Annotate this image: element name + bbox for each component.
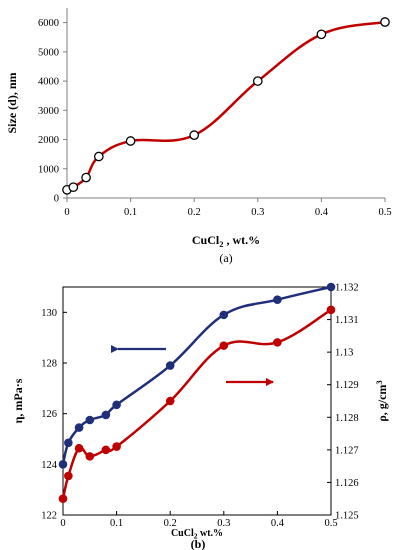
chart-b-x-tick-label: 0.4: [271, 518, 285, 529]
chart-b-density-point: [85, 452, 95, 461]
chart-b-x-ticks: 0 0.1 0.2 0.3 0.4 0.5: [60, 511, 338, 529]
chart-a-xlabel-main: CuCl: [192, 233, 220, 247]
chart-b-density-point: [58, 494, 68, 504]
chart-b-xlabel: CuCl2 wt.%: [171, 528, 223, 541]
chart-a-point: [316, 29, 327, 40]
chart-b-left-y-tick-label: 126: [41, 409, 57, 420]
chart-b-viscosity-point: [101, 410, 111, 420]
chart-a-xlabel-tail: , wt.%: [223, 233, 260, 247]
chart-a-xlabel-sub: 2: [219, 239, 223, 249]
chart-a-point: [380, 17, 390, 27]
chart-a-x-tick-label: 0: [64, 207, 69, 218]
chart-b-right-y-ticks: 1.125 1.126 1.127 1.128 1.129 1.13 1.131 1.132: [327, 283, 359, 522]
chart-b-right-y-tick-label: 1.125: [335, 511, 359, 522]
chart-b-x-tick-label: 0.1: [110, 518, 123, 529]
chart-b-density-point: [273, 338, 282, 347]
chart-a-x-tick-label: 0.3: [251, 207, 264, 218]
chart-b-xlabel-sub: 2: [194, 532, 198, 541]
chart-a-points: [62, 17, 390, 195]
chart-b-left-y-tick-label: 128: [41, 359, 57, 370]
chart-b-right-ylabel: ρ, g/cm3: [374, 380, 389, 421]
chart-b-x-tick-label: 0.5: [324, 518, 337, 529]
chart-a-x-tick-label: 0.5: [378, 207, 391, 218]
chart-a-point: [125, 136, 136, 146]
chart-b-viscosity-point: [112, 400, 121, 410]
chart-b-right-y-tick-label: 1.13: [335, 348, 353, 359]
chart-a-y-tick-label: 4000: [38, 77, 59, 88]
chart-a-x-ticks: 0 0.1 0.2 0.3 0.4 0.5: [64, 198, 392, 218]
chart-b-left-y-tick-label: 124: [41, 460, 58, 471]
chart-b-density-point: [219, 341, 229, 350]
chart-a-panel-label: (a): [219, 251, 232, 265]
chart-a-x-tick-label: 0.2: [188, 207, 201, 218]
chart-b-right-y-tick-label: 1.131: [335, 315, 359, 326]
chart-b-viscosity-point: [74, 423, 84, 432]
chart-b-viscosity-point: [273, 295, 282, 304]
chart-a-x-tick-label: 0.4: [315, 207, 329, 218]
chart-a-series-line: [66, 20, 386, 191]
chart-b-x-tick-label: 0: [60, 518, 65, 529]
chart-b-viscosity-points: [58, 282, 336, 469]
chart-a-y-tick-label: 1000: [38, 164, 59, 175]
chart-b-density-point: [74, 443, 84, 453]
chart-b-density-point: [326, 305, 336, 315]
chart-b-left-ylabel: η, mPa·s: [11, 378, 25, 423]
chart-b-x-tick-label: 0.2: [164, 518, 177, 529]
chart-a-y-tick-label: 2000: [38, 135, 59, 146]
chart-b-viscosity-point: [64, 438, 73, 448]
chart-a-ylabel: Size (d), nm: [5, 73, 19, 134]
chart-b-xlabel-tail: wt.%: [197, 528, 223, 539]
chart-b-right-y-tick-label: 1.129: [335, 380, 359, 391]
chart-b-right-ylabel-sup: 3: [374, 380, 384, 384]
chart-b-density-point: [101, 445, 111, 455]
chart-a-axes: [66, 8, 385, 199]
chart-b-density-point: [112, 442, 121, 451]
chart-b-panel-label: (b): [191, 537, 206, 550]
chart-a-point: [189, 130, 200, 141]
chart-a-y-tick-label: 5000: [38, 47, 59, 58]
chart-b-viscosity-point: [85, 415, 95, 425]
chart-b-density-point: [165, 396, 175, 406]
chart-a-y-ticks: 0 1000 2000 3000 4000 5000 6000: [38, 18, 67, 205]
chart-a-xlabel: CuCl2 , wt.%: [192, 233, 260, 249]
chart-b-left-y-tick-label: 130: [41, 308, 57, 319]
chart-a-y-tick-label: 3000: [38, 106, 59, 117]
chart-b-viscosity-point: [219, 310, 229, 320]
chart-b-right-y-tick-label: 1.132: [335, 283, 359, 294]
chart-a-point: [93, 151, 104, 162]
chart-a-point: [81, 172, 91, 183]
chart-b-viscosity-point: [58, 460, 68, 469]
chart-b-left-y-tick-label: 122: [41, 511, 57, 522]
chart-b-right-ylabel-main: ρ, g/cm: [375, 385, 389, 422]
chart-b-right-y-tick-label: 1.127: [335, 445, 359, 456]
chart-a-y-tick-label: 0: [54, 194, 59, 205]
chart-b-x-tick-label: 0.3: [217, 518, 230, 529]
chart-b-density-points: [58, 305, 336, 504]
chart-a-y-tick-label: 6000: [38, 18, 59, 29]
chart-b-xlabel-main: CuCl: [171, 528, 194, 539]
chart-b-right-y-tick-label: 1.128: [335, 413, 359, 424]
chart-b-density-point: [64, 471, 73, 481]
chart-b-plot-frame: [62, 286, 332, 516]
chart-b-viscosity-point: [165, 361, 175, 370]
chart-b-right-y-tick-label: 1.126: [335, 478, 359, 489]
chart-a-x-tick-label: 0.1: [124, 207, 137, 218]
chart-a-point: [252, 76, 263, 86]
chart-b-viscosity-line: [61, 285, 332, 465]
chart-a-point: [68, 182, 79, 193]
chart-b-viscosity-point: [326, 282, 336, 292]
